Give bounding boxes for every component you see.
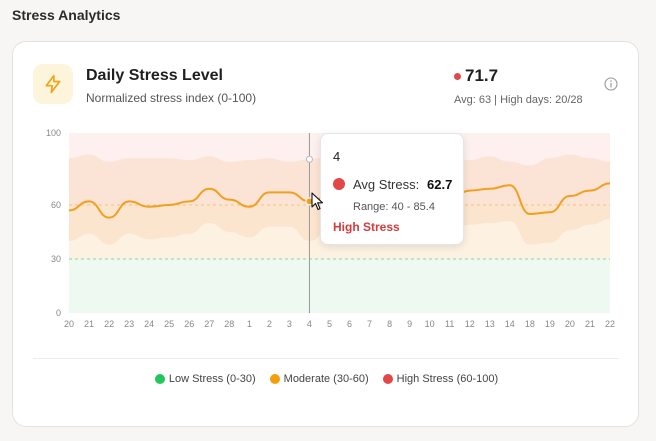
x-tick-label: 20 <box>64 319 74 329</box>
current-stress-value: 71.7 <box>465 66 499 85</box>
tooltip-label: Avg Stress: <box>353 177 420 192</box>
status-dot <box>454 73 461 80</box>
x-tick-label: 22 <box>104 319 114 329</box>
x-tick-label: 8 <box>387 319 392 329</box>
y-tick-label: 60 <box>51 200 61 210</box>
lightning-bolt-icon <box>33 64 73 104</box>
x-tick-label: 24 <box>144 319 154 329</box>
x-tick-label: 3 <box>287 319 292 329</box>
x-tick-label: 12 <box>465 319 475 329</box>
tooltip-status: High Stress <box>333 220 400 234</box>
x-tick-label: 27 <box>204 319 214 329</box>
x-tick-label: 18 <box>525 319 535 329</box>
y-tick-label: 100 <box>46 128 61 138</box>
x-tick-label: 20 <box>565 319 575 329</box>
legend-item-high[interactable]: High Stress (60-100) <box>382 373 499 385</box>
x-tick-label: 13 <box>485 319 495 329</box>
tooltip-value: 62.7 <box>427 177 453 192</box>
legend-item-moderate[interactable]: Moderate (30-60) <box>269 373 369 385</box>
x-tick-label: 14 <box>505 319 515 329</box>
x-tick-label: 1 <box>247 319 252 329</box>
stress-summary: Avg: 63 | High days: 20/28 <box>454 94 583 106</box>
zone-low <box>69 259 610 313</box>
tooltip-status-dot <box>333 178 345 190</box>
legend-label-moderate: Moderate (30-60) <box>283 373 369 385</box>
x-tick-label: 7 <box>367 319 372 329</box>
x-tick-label: 26 <box>184 319 194 329</box>
legend-label-low: Low Stress (0-30) <box>168 373 256 385</box>
card-subtitle: Normalized stress index (0-100) <box>86 91 257 105</box>
stress-chart-card: Daily Stress Level Normalized stress ind… <box>12 41 639 427</box>
chart-tooltip: 4 Avg Stress: 62.7 Range: 40 - 85.4 High… <box>320 133 464 245</box>
legend-item-low[interactable]: Low Stress (0-30) <box>154 373 256 385</box>
x-tick-label: 19 <box>545 319 555 329</box>
x-tick-label: 2 <box>267 319 272 329</box>
range-max-point <box>305 155 313 163</box>
x-tick-label: 5 <box>327 319 332 329</box>
info-icon[interactable] <box>604 77 618 91</box>
legend-dot-low <box>154 374 165 384</box>
x-tick-label: 21 <box>585 319 595 329</box>
legend-dot-high <box>382 374 393 384</box>
x-tick-label: 22 <box>605 319 615 329</box>
x-tick-label: 23 <box>124 319 134 329</box>
legend-dot-moderate <box>269 374 280 384</box>
mouse-cursor-icon <box>311 192 325 217</box>
legend-label-high: High Stress (60-100) <box>396 373 499 385</box>
x-tick-label: 11 <box>445 319 454 329</box>
x-tick-label: 9 <box>407 319 412 329</box>
x-tick-label: 21 <box>84 319 94 329</box>
x-tick-label: 4 <box>307 319 312 329</box>
y-tick-label: 30 <box>51 254 61 264</box>
card-title: Daily Stress Level <box>86 67 223 84</box>
x-tick-label: 10 <box>425 319 435 329</box>
x-tick-label: 25 <box>164 319 174 329</box>
divider <box>33 358 619 359</box>
x-tick-label: 6 <box>347 319 352 329</box>
tooltip-date: 4 <box>333 149 341 164</box>
chart-legend: Low Stress (0-30) Moderate (30-60) High … <box>13 373 640 385</box>
x-tick-label: 28 <box>224 319 234 329</box>
section-title: Stress Analytics <box>12 7 121 23</box>
y-tick-label: 0 <box>56 308 61 318</box>
tooltip-range: Range: 40 - 85.4 <box>353 201 435 213</box>
